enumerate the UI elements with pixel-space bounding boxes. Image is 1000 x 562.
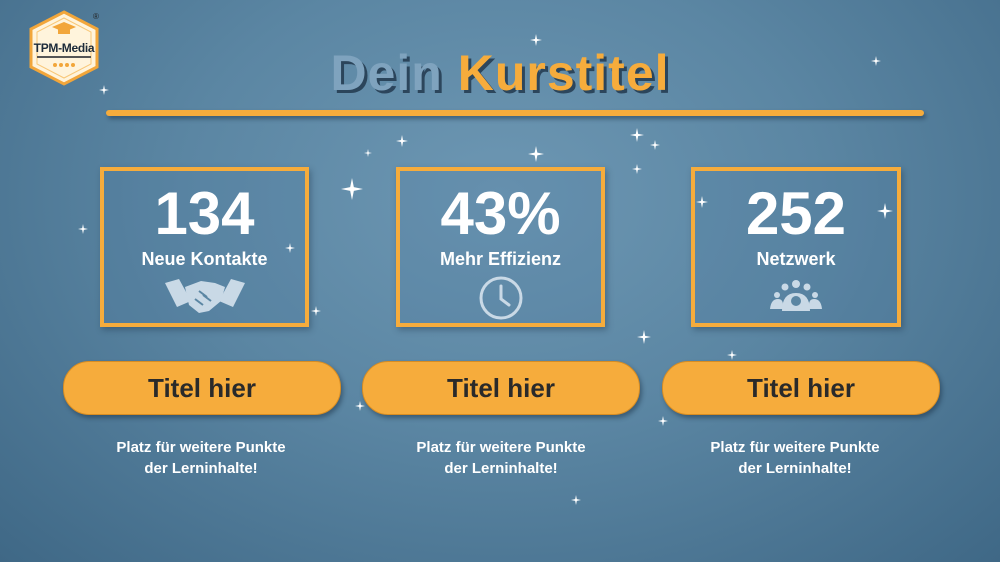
description-line: Platz für weitere Punkte xyxy=(416,439,586,456)
registered-mark: ® xyxy=(93,12,99,21)
description-line: der Lerninhalte! xyxy=(444,460,558,477)
stat-box-network: 252 Netzwerk xyxy=(691,167,901,327)
card-title-button-1[interactable]: Titel hier xyxy=(63,361,341,415)
sparkle-icon xyxy=(877,203,893,219)
sparkle-icon xyxy=(311,306,321,316)
sparkle-icon xyxy=(871,56,881,66)
sparkle-icon xyxy=(285,243,295,253)
sparkle-icon xyxy=(355,401,365,411)
tpm-media-logo: TPM-Media xyxy=(28,10,100,86)
card-title-button-3[interactable]: Titel hier xyxy=(662,361,940,415)
stat-label: Mehr Effizienz xyxy=(439,249,561,269)
card-description-1: Platz für weitere Punkte der Lerninhalte… xyxy=(61,437,341,479)
description-line: der Lerninhalte! xyxy=(738,460,852,477)
sparkle-icon xyxy=(637,330,651,344)
sparkle-icon xyxy=(658,416,668,426)
stat-number: 252 xyxy=(745,180,847,247)
logo-text: TPM-Media xyxy=(33,41,95,55)
title-underline xyxy=(106,110,924,116)
sparkle-icon xyxy=(99,85,109,95)
sparkle-icon xyxy=(396,135,408,147)
title-word-1: Dein xyxy=(330,45,443,101)
description-line: Platz für weitere Punkte xyxy=(710,439,880,456)
sparkle-icon xyxy=(528,146,544,162)
sparkle-icon xyxy=(78,224,88,234)
sparkle-icon xyxy=(341,178,363,200)
sparkle-icon xyxy=(364,149,372,157)
stat-label: Neue Kontakte xyxy=(141,249,268,269)
sparkle-icon xyxy=(530,34,542,46)
description-line: der Lerninhalte! xyxy=(144,460,258,477)
card-description-3: Platz für weitere Punkte der Lerninhalte… xyxy=(655,437,935,479)
description-line: Platz für weitere Punkte xyxy=(116,439,286,456)
network-people-icon xyxy=(768,275,824,320)
stat-box-efficiency: 43% Mehr Effizienz xyxy=(396,167,605,327)
stat-number: 43% xyxy=(440,180,561,247)
sparkle-icon xyxy=(696,196,708,208)
sparkle-icon xyxy=(650,140,660,150)
card-title-button-2[interactable]: Titel hier xyxy=(362,361,640,415)
clock-icon xyxy=(478,275,524,326)
stat-label: Netzwerk xyxy=(756,249,836,269)
handshake-icon xyxy=(164,275,245,320)
stat-number: 134 xyxy=(154,180,255,247)
sparkle-icon xyxy=(571,495,581,505)
card-description-2: Platz für weitere Punkte der Lerninhalte… xyxy=(361,437,641,479)
sparkle-icon xyxy=(630,128,644,142)
sparkle-icon xyxy=(632,164,642,174)
sparkle-icon xyxy=(727,350,737,360)
title-word-2: Kurstitel xyxy=(457,45,670,101)
stat-box-contacts: 134 Neue Kontakte xyxy=(100,167,309,327)
slide-title: Dein Kurstitel xyxy=(0,44,1000,102)
